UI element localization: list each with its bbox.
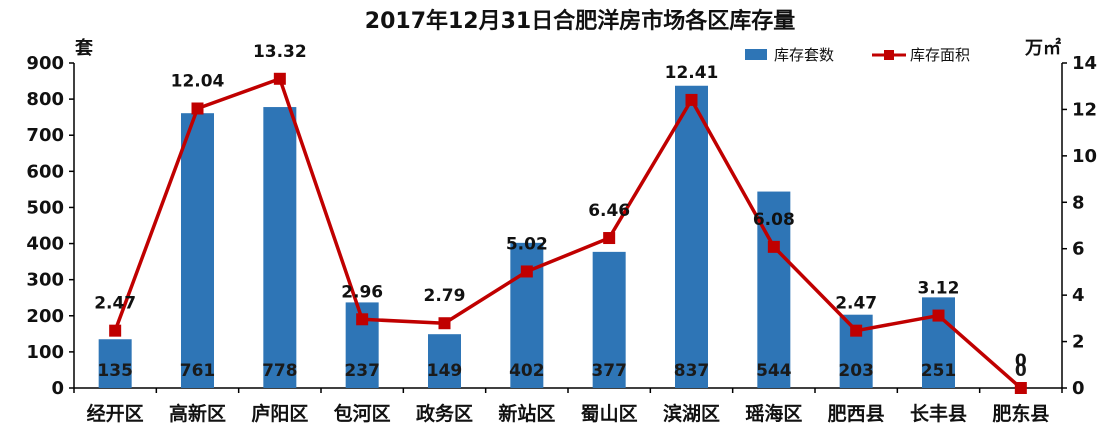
line-marker [109,324,122,337]
legend-swatch-marker [884,50,894,60]
category-label: 肥东县 [992,402,1049,425]
line-marker [273,72,286,85]
bar-value-label: 237 [344,361,380,381]
line-value-label: 6.08 [753,210,795,230]
legend-label-line: 库存面积 [910,46,970,64]
legend: 库存套数 库存面积 [745,46,970,64]
category-label: 庐阳区 [251,402,308,425]
right-axis-unit: 万㎡ [1024,37,1061,59]
line-marker [932,309,945,322]
line-marker [356,313,369,326]
chart-title: 2017年12月31日合肥洋房市场各区库存量 [365,8,795,34]
line-value-label: 12.41 [665,63,719,83]
left-tick-label: 100 [26,342,64,363]
bar [98,339,132,388]
category-label: 蜀山区 [581,403,638,425]
bar [181,113,214,388]
bar [428,334,461,388]
left-axis-unit: 套 [75,37,93,59]
left-tick-label: 700 [26,125,64,146]
plot-area: 0 100 200 300 400 500 600 700 800 900 0 2 4 6 8 10 12 14 经… [26,42,1097,425]
category-label: 经开区 [87,402,144,425]
category-label: 高新区 [169,402,226,425]
line-marker [1014,382,1027,394]
line-marker [603,232,616,245]
line-value-label: 5.02 [506,234,548,254]
legend-swatch-bar [745,49,767,60]
legend-label-bar: 库存套数 [774,46,834,64]
area-series-line [113,77,1022,390]
bar-value-label: 837 [674,361,710,381]
bar-value-label: 761 [180,361,216,381]
bar-value-label: 149 [427,361,463,381]
right-tick-label: 12 [1072,99,1097,120]
left-tick-label: 800 [26,89,64,110]
left-tick-label: 0 [51,378,64,399]
line-value-label: 0 [1015,351,1027,371]
category-label: 政务区 [416,402,473,425]
bar-value-label: 203 [838,361,874,381]
right-tick-label: 8 [1072,192,1085,213]
left-tick-label: 500 [26,197,64,218]
right-tick-label: 0 [1072,378,1085,399]
line-marker [850,324,863,337]
line-marker [438,317,451,330]
category-label: 瑶海区 [745,402,802,425]
right-tick-label: 2 [1072,332,1085,353]
line-value-label: 6.46 [588,201,630,221]
right-tick-label: 14 [1072,53,1097,74]
right-tick-label: 4 [1072,285,1085,306]
bar [592,251,626,388]
line-value-label: 3.12 [918,279,960,299]
category-label: 长丰县 [910,402,967,425]
bar-value-label: 135 [97,361,133,381]
bar [263,107,297,389]
left-tick-label: 600 [26,161,64,182]
right-tick-label: 6 [1072,239,1085,260]
left-tick-label: 900 [26,53,64,74]
bar [675,85,708,388]
category-label: 肥西县 [828,403,885,425]
line-marker [685,93,698,106]
line-marker [520,265,533,278]
line-value-label: 2.47 [835,294,877,314]
line-value-label: 13.32 [253,42,307,62]
bar-value-label: 251 [921,361,957,381]
bar-value-label: 778 [262,361,298,381]
line-marker [767,240,780,253]
line-value-label: 12.04 [171,72,225,92]
category-label: 新站区 [498,402,555,425]
left-tick-label: 400 [26,234,64,255]
bar-value-label: 402 [509,361,545,381]
line-value-label: 2.79 [424,286,466,306]
left-tick-label: 200 [26,306,64,327]
line-marker [191,102,204,115]
category-label: 滨湖区 [663,402,720,425]
right-tick-label: 10 [1072,146,1097,167]
category-label: 包河区 [334,402,391,425]
left-tick-label: 300 [26,270,64,291]
bar-value-label: 0 [1015,361,1027,381]
line-value-label: 2.47 [94,294,136,314]
bar-value-label: 544 [756,361,792,381]
line-value-label: 2.96 [341,282,383,302]
bar-value-label: 377 [591,361,627,381]
